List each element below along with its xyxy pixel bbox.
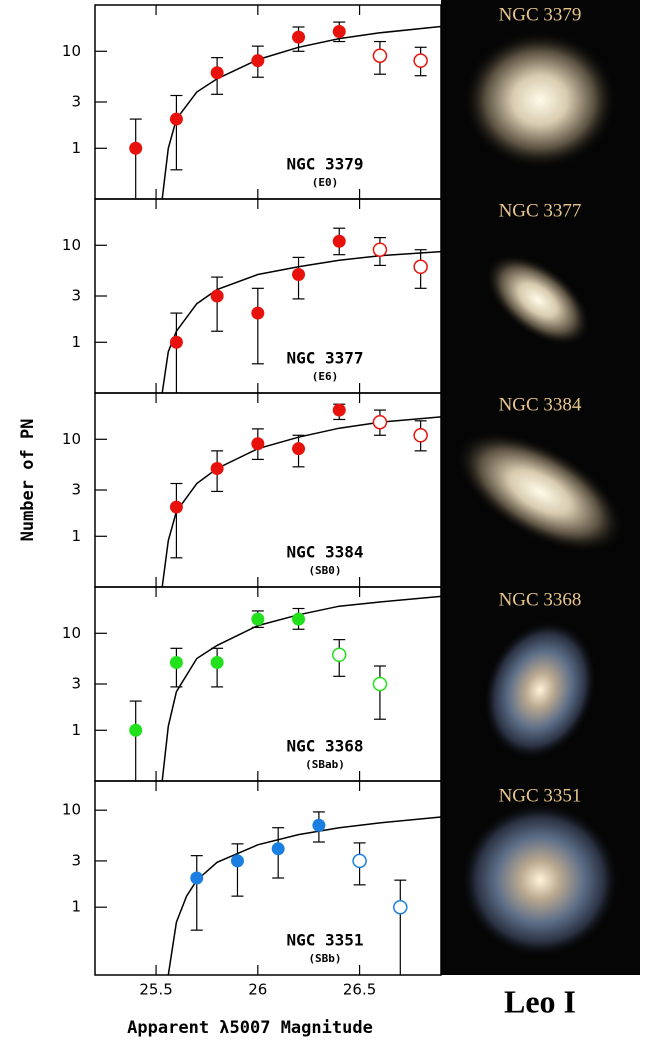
data-point [372, 676, 388, 692]
y-tick-label: 1 [71, 898, 81, 916]
image-label: NGC 3351 [499, 785, 582, 806]
y-axis-label: Number of PN [18, 419, 38, 542]
data-point [169, 112, 183, 126]
plot-frame [94, 198, 442, 394]
data-point [332, 234, 346, 248]
fit-curve [161, 416, 441, 587]
data-point [169, 655, 183, 669]
galaxy-image [460, 802, 620, 958]
data-point [332, 403, 346, 417]
y-tick-label: 1 [71, 721, 81, 739]
data-point [251, 437, 265, 451]
data-point [413, 259, 428, 275]
data-point [372, 48, 388, 63]
panel: 1 3 10 NGC 3368 (SBab) [62, 586, 442, 782]
data-point [413, 53, 428, 68]
panel-title: NGC 3368 [286, 737, 363, 756]
y-tick-label: 10 [62, 430, 81, 448]
data-point [251, 306, 265, 320]
data-point [331, 647, 347, 663]
plot-area [129, 595, 441, 781]
plot-frame [94, 586, 442, 782]
data-point [312, 818, 326, 832]
galaxy-images: NGC 3379 NGC 3377 NGC 3384 NGC 3368 NGC … [441, 0, 640, 975]
data-point [169, 335, 183, 349]
panel-title: NGC 3351 [286, 931, 363, 950]
data-point [210, 461, 224, 475]
data-point [332, 24, 346, 38]
data-point [129, 723, 143, 737]
data-point [292, 442, 306, 456]
data-point [169, 500, 183, 514]
plot-area [129, 21, 441, 199]
data-point [413, 428, 428, 443]
x-tick-label: 25.5 [139, 981, 172, 999]
data-point [190, 871, 204, 885]
y-tick-label: 10 [62, 624, 81, 642]
panel-subtitle: (E0) [312, 176, 339, 189]
fit-curve [161, 595, 441, 781]
data-point [292, 612, 306, 626]
y-tick-label: 3 [71, 481, 81, 499]
y-tick-label: 3 [71, 93, 81, 111]
y-tick-label: 10 [62, 42, 81, 60]
galaxy-image [482, 619, 598, 761]
plot-area [167, 811, 441, 975]
data-point [271, 842, 285, 856]
panel: 1 3 10 25.5 26 26.5 NGC 3351 (SBb) [62, 780, 442, 999]
data-point [372, 242, 388, 257]
panel-title: NGC 3384 [286, 543, 363, 562]
x-tick-label: 26.5 [343, 981, 376, 999]
image-label: NGC 3368 [499, 589, 582, 610]
x-axis-label: Apparent λ5007 Magnitude [127, 1018, 373, 1038]
image-label: NGC 3379 [499, 4, 582, 25]
plot-frame [94, 4, 442, 200]
plot-frame [94, 780, 442, 976]
panel: 1 3 10 NGC 3377 (E6) [62, 198, 442, 394]
panel-subtitle: (SBab) [305, 758, 345, 771]
y-tick-label: 1 [71, 527, 81, 545]
y-tick-label: 10 [62, 236, 81, 254]
y-tick-label: 10 [62, 801, 81, 819]
y-tick-label: 1 [71, 333, 81, 351]
image-label: NGC 3377 [499, 200, 582, 221]
plot-area [161, 403, 441, 587]
panel-subtitle: (SB0) [308, 564, 341, 577]
data-point [251, 612, 265, 626]
panel-title: NGC 3377 [286, 349, 363, 368]
panel: 1 3 10 NGC 3379 (E0) [62, 4, 442, 200]
data-point [210, 289, 224, 303]
y-tick-label: 3 [71, 287, 81, 305]
data-point [210, 655, 224, 669]
galaxy-image [462, 30, 618, 170]
data-point [393, 899, 408, 915]
y-tick-label: 3 [71, 675, 81, 693]
data-point [210, 66, 224, 80]
y-tick-label: 1 [71, 139, 81, 157]
panel-subtitle: (E6) [312, 370, 339, 383]
x-tick-label: 26 [248, 981, 267, 999]
fit-curve [161, 25, 441, 199]
caption: Leo I [504, 983, 576, 1019]
panel-title: NGC 3379 [286, 155, 363, 174]
data-point [251, 54, 265, 68]
panel-subtitle: (SBb) [308, 952, 341, 965]
galaxy-image [454, 430, 626, 554]
image-label: NGC 3384 [499, 394, 582, 415]
data-point [230, 854, 244, 868]
galaxy-image [484, 253, 592, 347]
data-point [352, 853, 367, 869]
data-point [292, 267, 306, 281]
plot-area [161, 227, 441, 393]
y-tick-label: 3 [71, 851, 81, 869]
data-point [292, 30, 306, 44]
panel: 1 3 10 NGC 3384 (SB0) [62, 392, 442, 588]
data-point [372, 414, 388, 430]
data-point [129, 141, 143, 155]
